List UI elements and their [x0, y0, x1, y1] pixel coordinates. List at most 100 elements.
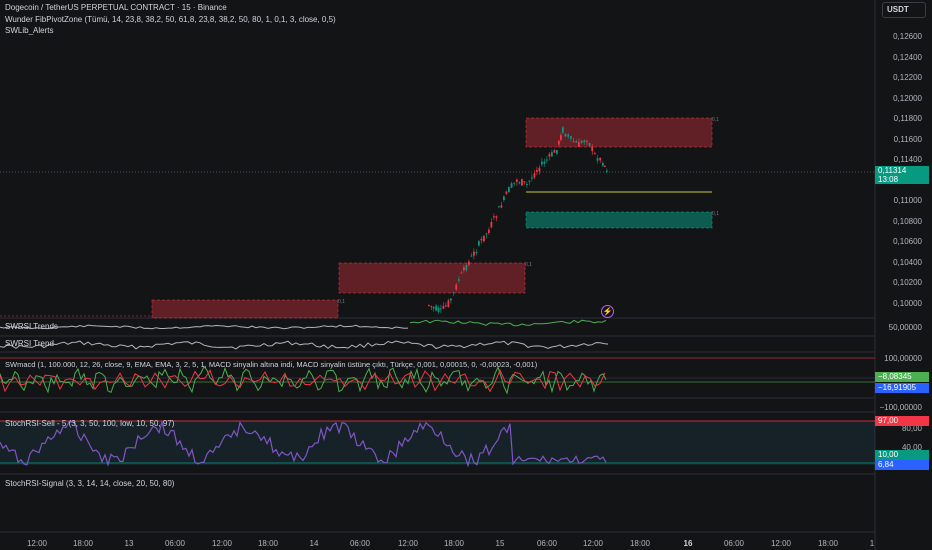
- candle: [465, 265, 468, 271]
- macd-axis-bottom: −100,00000: [879, 403, 923, 412]
- time-tick: 18:00: [72, 539, 94, 548]
- price-tick: 0,10800: [893, 216, 922, 226]
- stoch-band: [0, 421, 875, 465]
- candle: [586, 141, 588, 143]
- candle: [447, 300, 450, 307]
- zone-label: 0,1: [525, 262, 532, 268]
- price-tick: 0,12200: [893, 73, 922, 82]
- candle: [430, 305, 433, 307]
- zone-label: 0,1: [712, 211, 719, 217]
- swrsi-trend-series: [0, 340, 609, 350]
- price-tick: 0,12600: [893, 32, 922, 41]
- swrsi-trend-label[interactable]: SWRSI Trend: [5, 339, 54, 348]
- currency-button[interactable]: USDT: [882, 2, 926, 18]
- candle: [558, 140, 560, 145]
- candle: [583, 140, 586, 143]
- candle: [435, 305, 437, 311]
- stoch-axis-40: 40,00: [901, 443, 922, 452]
- candle: [604, 165, 606, 167]
- macd-tag-green: −8,08345: [875, 372, 929, 382]
- candle: [495, 216, 498, 218]
- candle: [562, 127, 564, 133]
- candle: [458, 279, 460, 281]
- stochrsi-sell-label[interactable]: StochRSI-Sell - 5 (3, 3, 50, 100, low, 1…: [5, 419, 175, 428]
- candle-series: [428, 126, 608, 314]
- fib-zone-1: [0, 299, 339, 319]
- time-tick: 14: [309, 539, 319, 548]
- candle: [488, 229, 490, 233]
- price-tick: 0,10600: [893, 237, 922, 246]
- candle: [452, 292, 455, 294]
- indicator-alerts-label[interactable]: SWLib_Alerts: [5, 26, 54, 35]
- stoch-tag-97: 97,00: [875, 416, 929, 426]
- candle: [470, 255, 473, 257]
- price-tick: 0,10000: [893, 298, 922, 308]
- candle: [521, 179, 523, 186]
- indicator-fibpivot-label[interactable]: Wunder FibPivotZone (Tümü, 14, 23,8, 38,…: [5, 15, 336, 24]
- time-tick: 18:00: [257, 539, 279, 548]
- candle: [578, 142, 580, 147]
- price-tick: 0,11400: [893, 155, 922, 164]
- time-tick: 12:00: [582, 539, 604, 548]
- macd-tag-blue: −16,91905: [875, 383, 929, 393]
- candle: [596, 158, 599, 161]
- macd-axis-top: 100,00000: [884, 354, 922, 363]
- candle: [572, 141, 575, 143]
- candle: [543, 161, 546, 164]
- swrsi-axis-value: 50,00000: [888, 323, 922, 332]
- candle: [473, 251, 475, 256]
- candle: [445, 305, 447, 307]
- time-tick: 18:00: [817, 539, 839, 548]
- time-tick: 13: [124, 539, 134, 548]
- time-tick: 12:00: [397, 539, 419, 548]
- zone-label: 0,1: [712, 117, 719, 123]
- stochrsi-signal-label[interactable]: StochRSI-Signal (3, 3, 14, 14, close, 20…: [5, 479, 175, 488]
- candle: [528, 180, 531, 182]
- candle: [460, 272, 463, 274]
- swrsi-trends-label[interactable]: SWRSI Trends: [5, 322, 58, 331]
- candle: [533, 173, 536, 178]
- candle: [455, 284, 458, 290]
- candle: [510, 183, 513, 188]
- price-tick: 0,11600: [893, 134, 922, 144]
- last-price-tag: 0,11314 13:08: [875, 166, 929, 184]
- candle: [498, 206, 500, 208]
- candle: [490, 222, 493, 228]
- swmacd-label[interactable]: SWmacd (1, 100.000, 12, 26, close, 9, EM…: [5, 360, 538, 369]
- candle: [516, 179, 518, 182]
- price-tick: 0,11800: [893, 114, 922, 123]
- candle: [553, 150, 556, 153]
- swrsi-trends-series: [0, 319, 607, 330]
- candle: [432, 307, 435, 309]
- candle: [468, 261, 470, 265]
- symbol-title[interactable]: Dogecoin / TetherUS PERPETUAL CONTRACT ·…: [5, 3, 227, 12]
- price-tick: 0,12000: [893, 93, 922, 103]
- candle: [493, 216, 495, 218]
- candle: [531, 177, 533, 179]
- price-tick: 0,10400: [893, 257, 922, 267]
- candle: [523, 181, 526, 183]
- candle: [580, 140, 583, 143]
- candle: [567, 134, 570, 137]
- price-tick: 0,10200: [893, 278, 922, 287]
- time-tick: 06:00: [536, 539, 558, 548]
- candle: [588, 142, 591, 147]
- price-tick: 0,11000: [893, 196, 922, 205]
- candle: [505, 191, 508, 194]
- fib-zone-4: [525, 211, 713, 229]
- lightning-icon[interactable]: ⚡: [601, 305, 614, 318]
- candle: [570, 136, 572, 139]
- stoch-tag-10: 10,00: [875, 450, 929, 460]
- candle: [440, 308, 442, 310]
- stochrsi-series: [0, 419, 607, 468]
- candle: [463, 267, 465, 271]
- time-tick: 06:00: [723, 539, 745, 548]
- candle: [526, 184, 528, 186]
- time-tick: 16: [683, 539, 693, 548]
- candle: [483, 235, 485, 242]
- candle: [503, 196, 505, 200]
- time-tick: 12:00: [26, 539, 48, 548]
- candle: [536, 169, 538, 172]
- fib-zone-3: [525, 117, 713, 148]
